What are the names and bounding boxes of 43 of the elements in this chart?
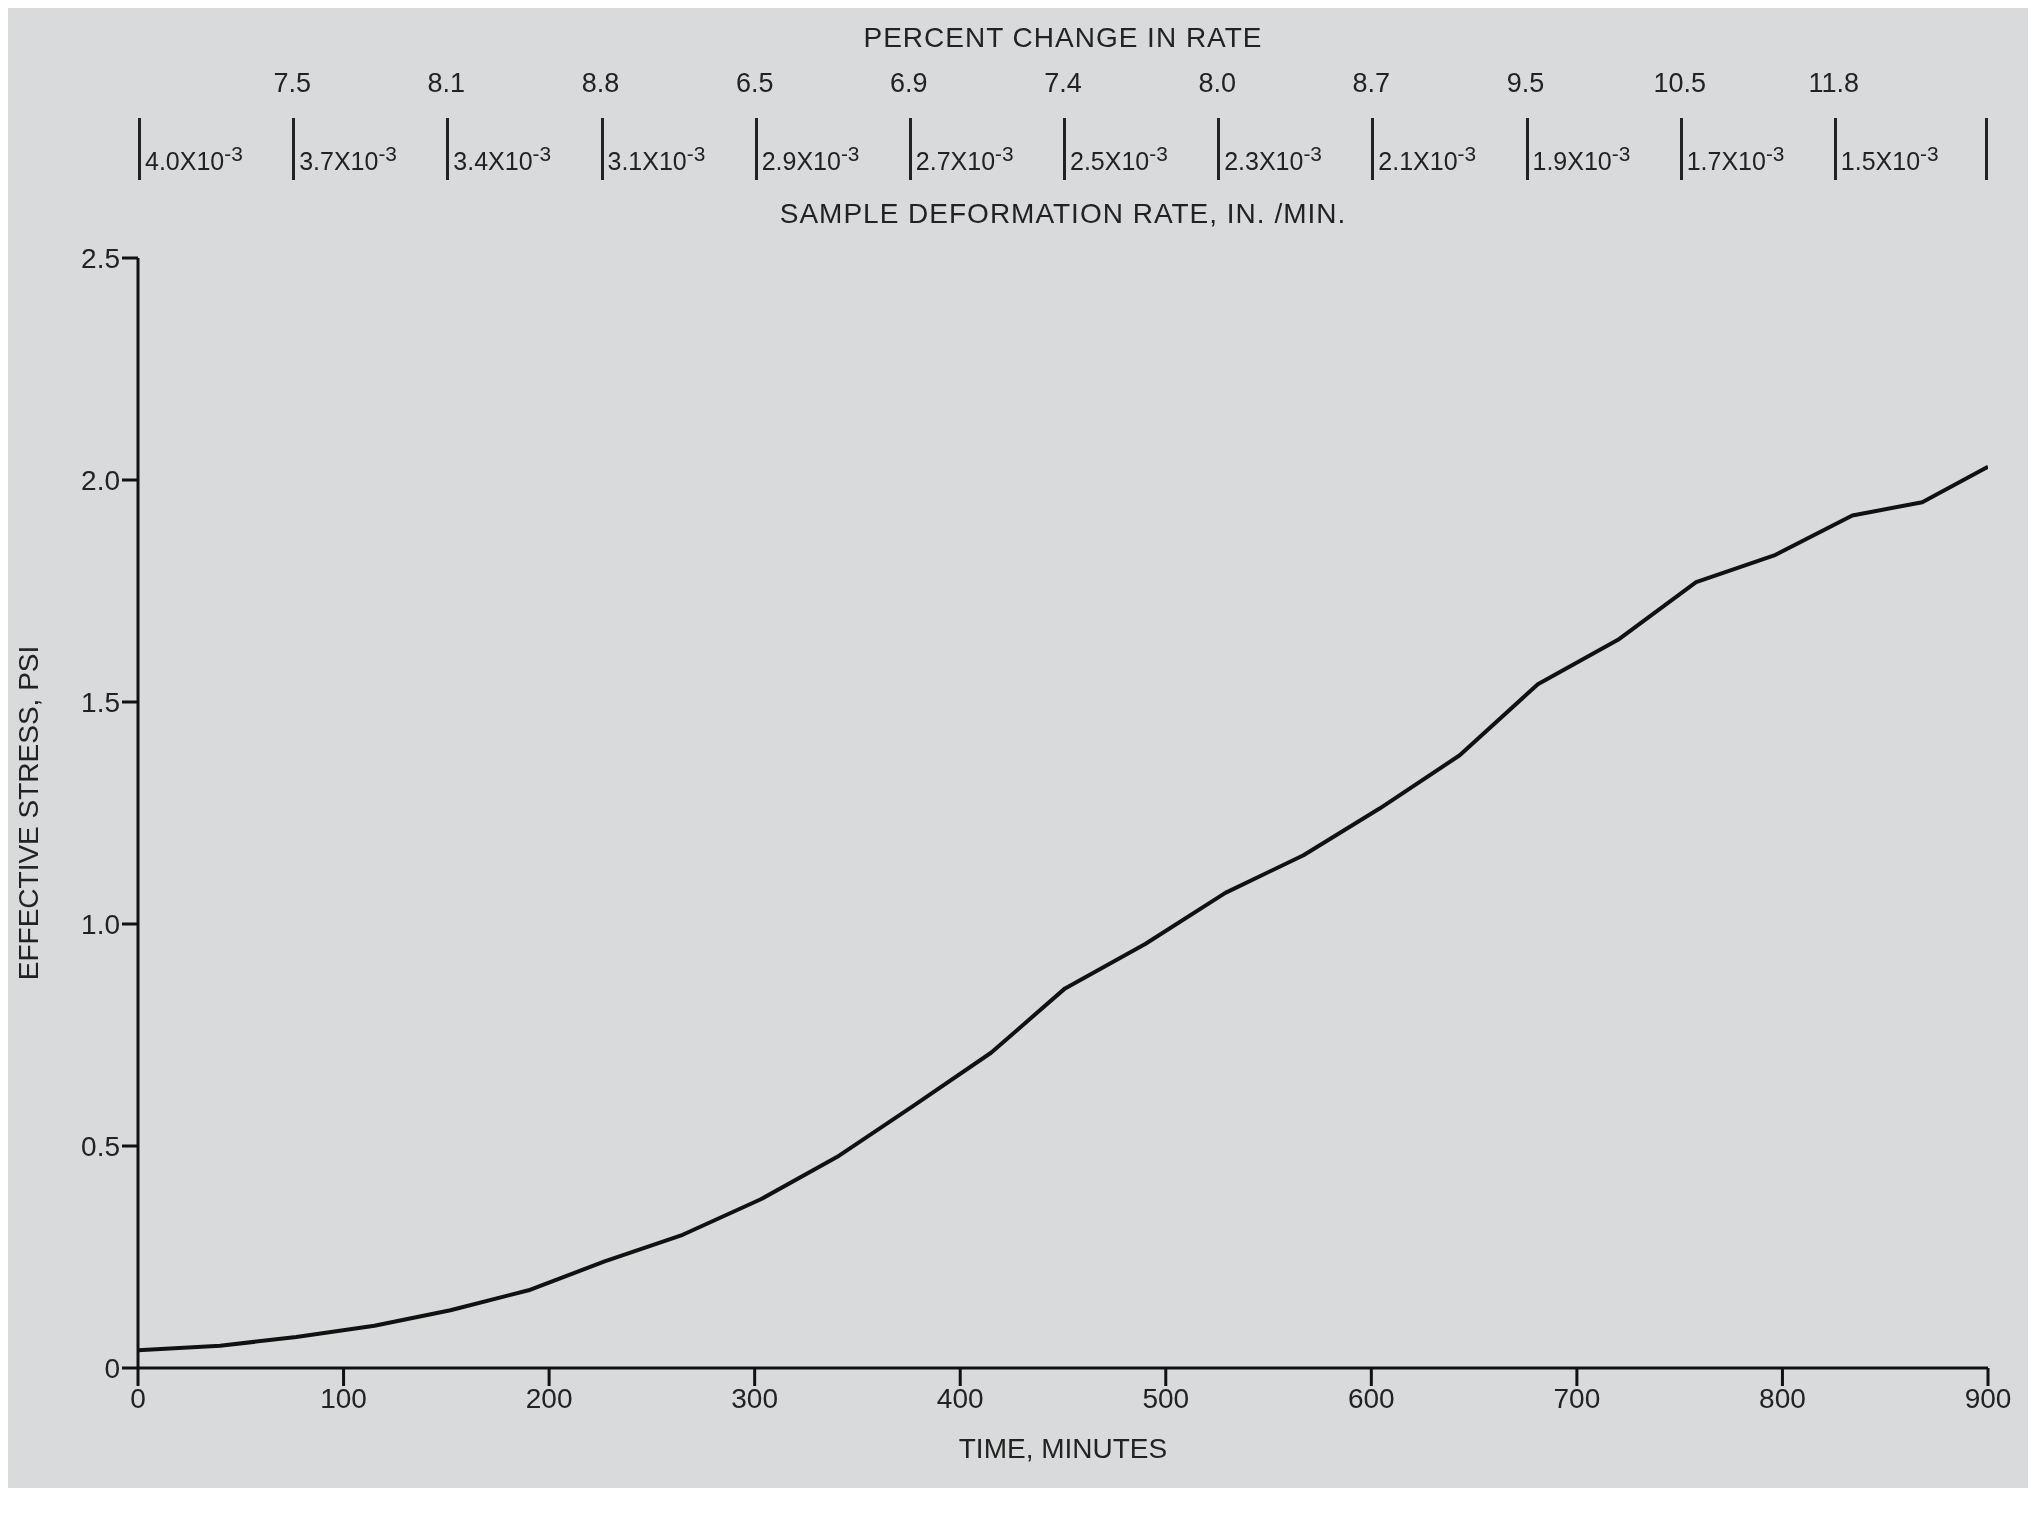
text: 2.5X10$^{-3}$ <box>1063 118 1218 180</box>
y-tick-label: 1.0 <box>81 908 120 940</box>
y-tick-label: 0 <box>104 1352 120 1384</box>
text: 10.5 <box>1652 68 1707 99</box>
y-axis-title: EFFECTIVE STRESS, PSI <box>12 645 44 981</box>
x-tick-label: 200 <box>525 1382 573 1414</box>
text: 2.1X10$^{-3}$ <box>1371 118 1526 180</box>
x-axis-title: TIME, MINUTES <box>958 1433 1168 1464</box>
text: PERCENT CHANGE IN RATE <box>862 22 1264 54</box>
text: 8.1 <box>426 68 467 99</box>
text: 1.7X10$^{-3}$ <box>1679 118 1834 180</box>
text: 11.8 <box>1807 68 1861 99</box>
text: 1.9X10$^{-3}$ <box>1525 118 1680 180</box>
x-tick-label: 800 <box>1759 1382 1806 1414</box>
text: 9.5 <box>1505 68 1546 99</box>
text: 3.1X10$^{-3}$ <box>600 118 755 180</box>
x-tick-label: 700 <box>1553 1382 1601 1414</box>
text: 8.0 <box>1197 68 1237 99</box>
x-tick-label: 100 <box>320 1382 367 1414</box>
text: 7.5 <box>272 68 312 99</box>
x-tick-label: 600 <box>1347 1382 1395 1414</box>
text: 8.8 <box>580 68 621 99</box>
text: 2.7X10$^{-3}$ <box>908 118 1063 180</box>
text: 6.9 <box>889 68 929 99</box>
x-tick-label: 300 <box>731 1382 779 1414</box>
text: 1.5X10$^{-3}$ <box>1833 118 1988 180</box>
text: 3.7X10$^{-3}$ <box>292 118 447 180</box>
x-tick-label: 900 <box>1964 1382 2012 1414</box>
text: SAMPLE DEFORMATION RATE, IN. /MIN. <box>778 198 1348 230</box>
x-tick-label: 400 <box>936 1382 984 1414</box>
y-tick-label: 1.5 <box>81 686 120 718</box>
text: 2.9X10$^{-3}$ <box>754 118 909 180</box>
y-tick-label: 2.0 <box>81 464 120 496</box>
text: 6.5 <box>734 68 775 99</box>
text: 8.7 <box>1351 68 1392 99</box>
text: 7.4 <box>1043 68 1083 99</box>
x-tick-label: 0 <box>130 1382 146 1414</box>
y-tick-label: 2.5 <box>81 242 120 274</box>
text: 3.4X10$^{-3}$ <box>446 118 601 180</box>
text: 2.3X10$^{-3}$ <box>1217 118 1372 180</box>
x-tick-label: 500 <box>1142 1382 1190 1414</box>
text: 4.0X10$^{-3}$ <box>138 118 293 180</box>
y-tick-label: 0.5 <box>81 1130 120 1162</box>
